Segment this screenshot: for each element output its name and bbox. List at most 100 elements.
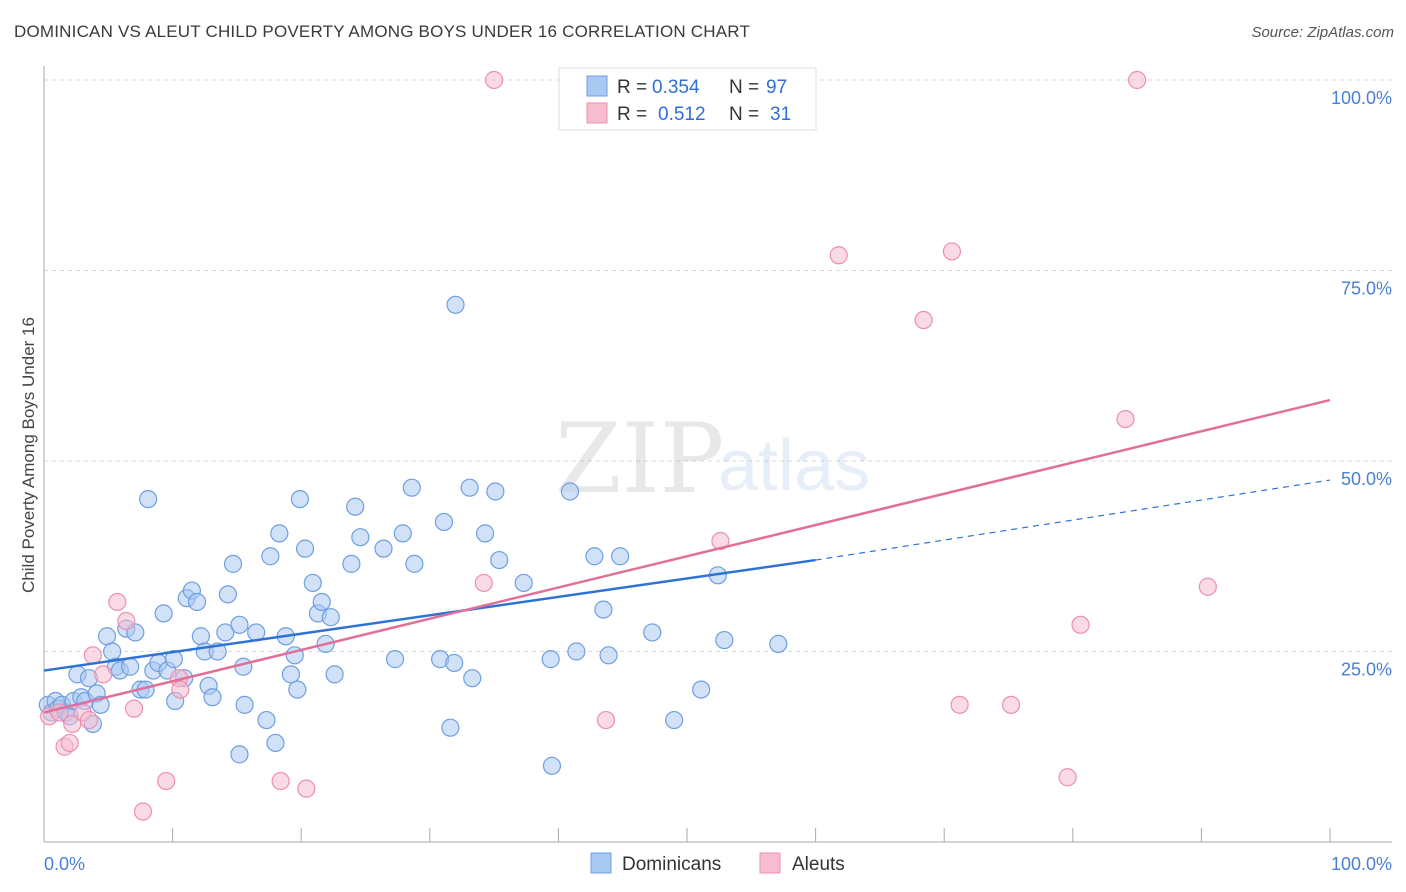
legend-r-value-1: 0.354 [652,77,700,98]
y-tick-label: 100.0% [1331,88,1392,108]
aleut-point [711,531,730,551]
dominican-point [567,642,586,661]
aleut-point [829,246,848,265]
dominican-point [665,710,684,730]
aleut-point [596,710,616,730]
dominican-point [191,627,210,646]
dominican-point [295,539,315,558]
dominican-point [288,680,307,699]
dominican-point [270,524,289,543]
bottom-legend-swatch-dominicans [590,852,612,874]
dominican-point [230,615,249,634]
dominican-point [97,627,117,646]
legend-r-value-2: 0.512 [658,104,706,125]
dominican-point [393,524,412,543]
dominican-point [475,524,495,543]
aleut-point [485,70,504,90]
aleuts-trend-line [43,398,1331,714]
dominican-point [312,592,331,612]
dominican-point [121,657,140,676]
dominican-point [405,554,424,573]
dominican-point [446,295,465,314]
grid-lines [44,79,1392,652]
dominican-point [441,718,460,737]
dominican-point [321,608,340,627]
dominican-point [599,646,618,665]
aleut-point [950,695,969,714]
watermark: ZIP atlas [555,403,870,515]
dominican-point [692,680,711,699]
dominican-point [514,573,533,593]
aleut-point [124,699,144,718]
dominican-point [216,623,235,642]
dominican-point [325,665,344,684]
dominicans-trend-line [43,558,816,672]
dominican-point [643,623,662,642]
dominican-point [139,490,158,509]
aleut-point [1071,615,1090,634]
dominican-point [187,592,207,612]
aleut-point [157,771,176,791]
dominican-point [434,512,454,532]
dominican-point [346,497,365,516]
dominican-point [463,669,482,688]
aleut-point [1127,70,1147,90]
trend-lines [43,398,1331,714]
aleut-point [297,779,316,798]
bottom-legend-label-dominicans: Dominicans [622,854,721,875]
aleut-point [117,611,136,631]
legend-swatch-dominicans [586,75,608,97]
aleuts-points [40,70,1217,821]
dominican-point [585,547,604,566]
aleut-point [271,771,290,791]
aleut-point [474,573,493,593]
dominican-point [218,585,237,604]
dominican-point [203,688,222,707]
legend-n-label-1: N = [729,77,759,98]
dominicans-trend-extension [815,479,1331,561]
watermark-zip: ZIP [555,403,724,515]
dominican-point [303,573,322,593]
x-axis-ticks [172,828,1331,842]
dominican-point [402,478,421,497]
dominican-point [769,634,788,653]
dominican-point [611,547,630,566]
aleut-point [171,680,190,699]
dominican-point [385,650,405,669]
y-tick-label: 75.0% [1341,279,1392,299]
aleut-point [133,802,153,821]
source-label: Source: ZipAtlas.com [1251,24,1394,41]
legend-n-value-2: 31 [770,104,791,125]
aleut-point [914,310,933,330]
dominican-point [164,650,183,669]
bottom-legend-swatch-aleuts [759,852,781,874]
dominican-point [490,550,509,570]
dominican-point [230,745,249,764]
x-tick-label-min: 0.0% [44,854,85,874]
aleut-point [1058,768,1077,787]
x-tick-label-max: 100.0% [1331,854,1392,874]
aleut-point [108,592,127,612]
aleut-point [83,646,102,665]
legend-n-label-2: N = [729,104,759,125]
aleut-point [942,242,962,261]
watermark-atlas: atlas [718,426,870,506]
legend: R = 0.354 N = 97 R = 0.512 N = 31 [558,67,817,131]
aleut-point [79,710,99,730]
dominican-point [235,695,254,714]
y-tick-label: 50.0% [1341,469,1392,489]
aleut-point [94,665,113,684]
dominican-point [154,604,173,623]
legend-r-label-1: R = [617,77,647,98]
legend-n-value-1: 97 [766,77,787,98]
dominican-point [261,547,280,566]
dominican-point [266,733,285,753]
dominican-point [460,478,479,497]
dominican-point [374,539,393,558]
aleut-point [60,733,79,753]
bottom-legend: Dominicans Aleuts [590,852,845,875]
dominican-point [103,642,122,661]
y-tick-label: 25.0% [1341,660,1392,680]
dominican-point [223,554,243,573]
